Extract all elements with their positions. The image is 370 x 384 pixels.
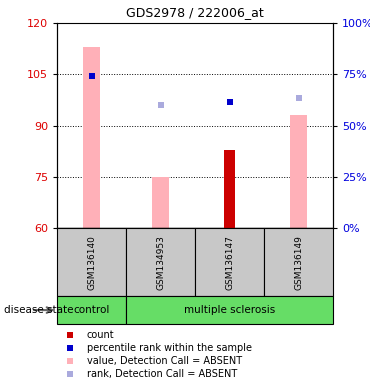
Text: value, Detection Call = ABSENT: value, Detection Call = ABSENT (87, 356, 242, 366)
Bar (126, 228, 195, 296)
Bar (224, 150, 235, 228)
Text: multiple sclerosis: multiple sclerosis (184, 305, 275, 315)
Text: GSM134953: GSM134953 (156, 235, 165, 290)
Bar (195, 228, 264, 296)
Bar (57, 296, 126, 324)
Bar (83, 47, 100, 228)
Text: GSM136149: GSM136149 (294, 235, 303, 290)
Text: GSM136140: GSM136140 (87, 235, 96, 290)
Bar (152, 177, 169, 228)
Bar (264, 228, 333, 296)
Text: count: count (87, 330, 114, 340)
Title: GDS2978 / 222006_at: GDS2978 / 222006_at (126, 6, 264, 19)
Bar (57, 228, 126, 296)
Text: rank, Detection Call = ABSENT: rank, Detection Call = ABSENT (87, 369, 237, 379)
Bar (290, 116, 307, 228)
Bar (126, 296, 333, 324)
Text: control: control (74, 305, 110, 315)
Text: percentile rank within the sample: percentile rank within the sample (87, 343, 252, 353)
Text: GSM136147: GSM136147 (225, 235, 234, 290)
Text: disease state: disease state (4, 305, 73, 315)
